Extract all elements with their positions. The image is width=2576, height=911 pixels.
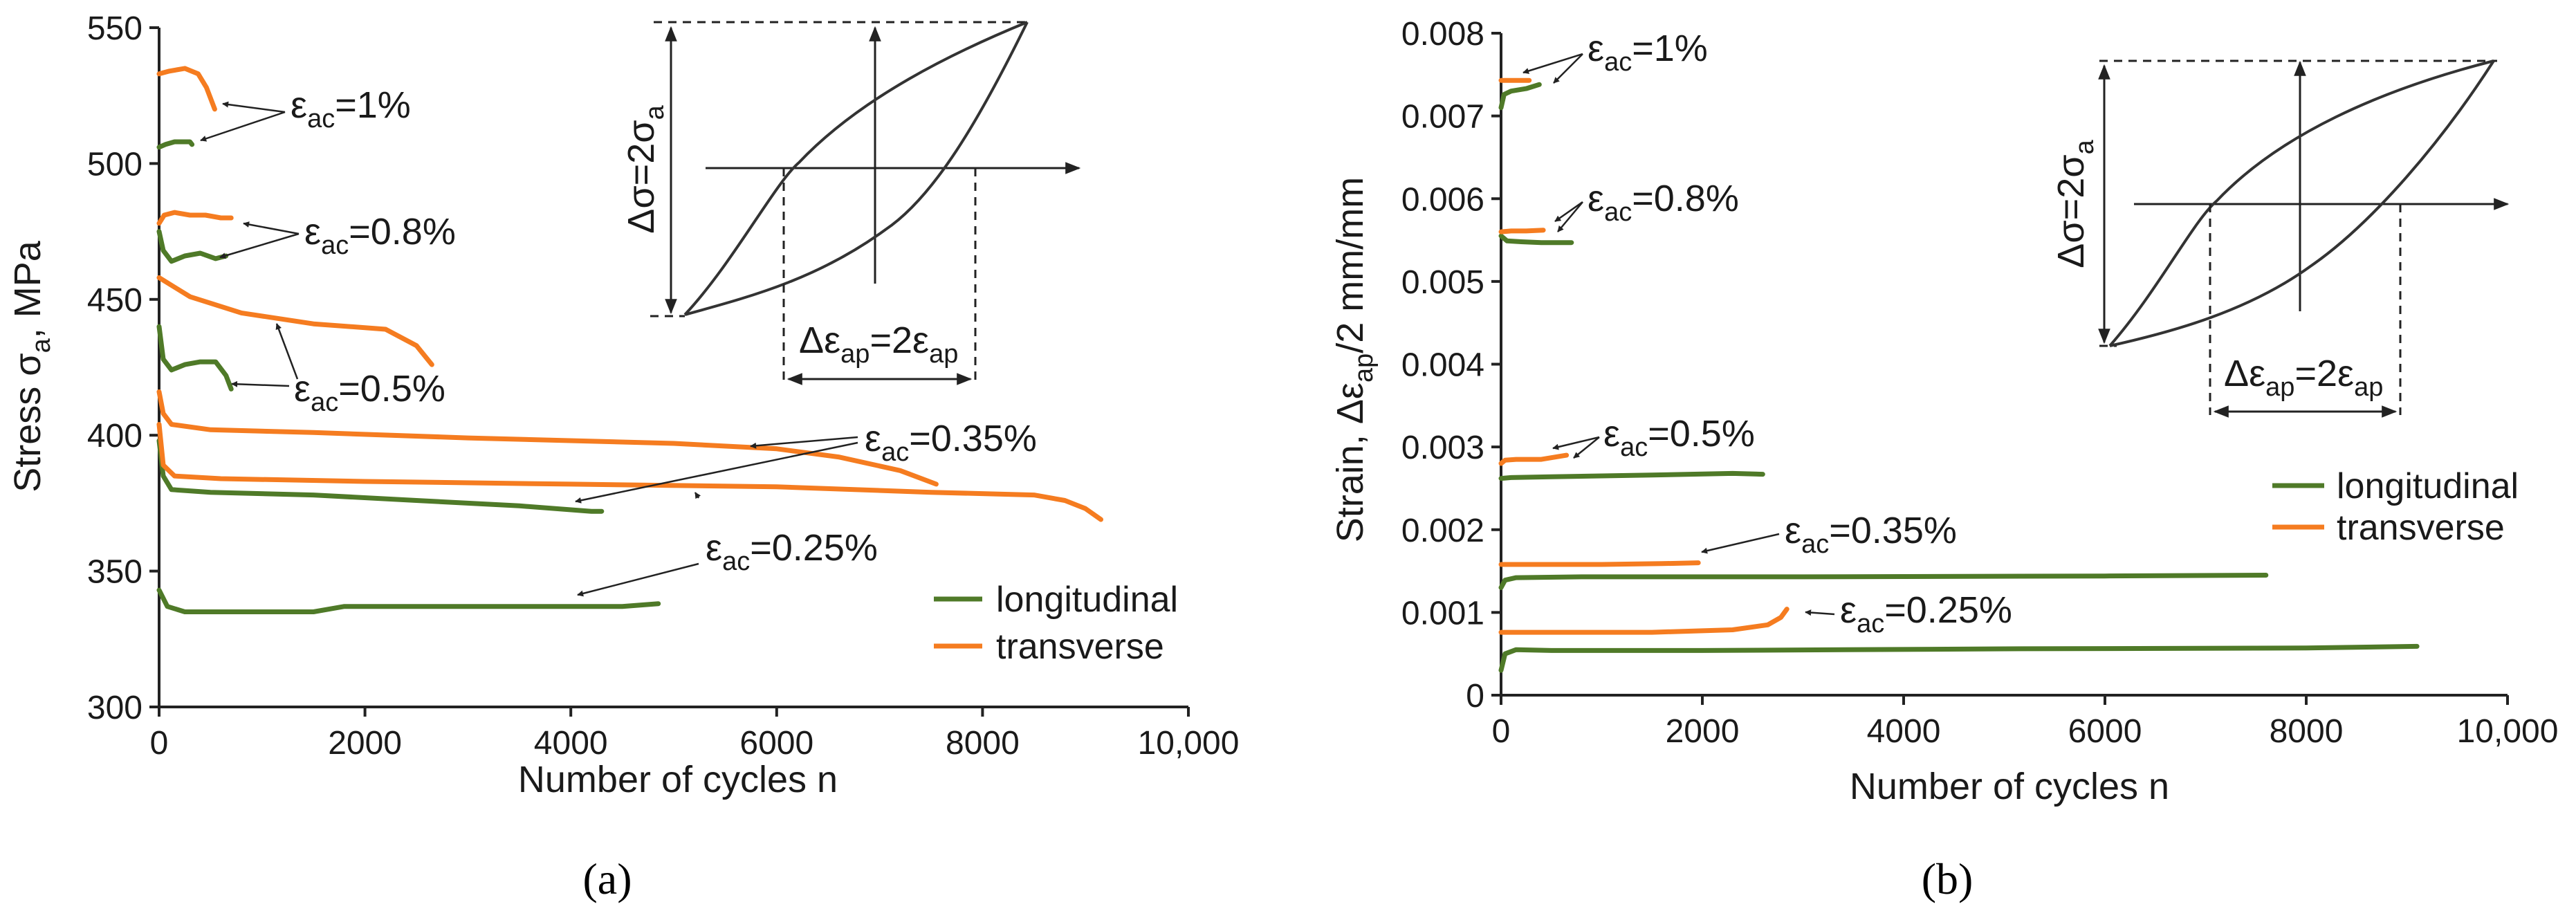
- panel-b-annotation-0.25pct: εac=0.25%: [1805, 589, 2012, 638]
- svg-text:εac=0.5%: εac=0.5%: [294, 368, 445, 417]
- panel-a-x-tick-label: 10,000: [1138, 725, 1240, 762]
- panel-a-annotation-0.25pct: εac=0.25%: [577, 492, 878, 597]
- panel-b-y-tick-label: 0.003: [1401, 430, 1484, 466]
- panel-a-series-transverse-3: [156, 210, 234, 226]
- panel-a-series-transverse-1: [156, 66, 217, 112]
- panel-a-annotation-0.8pct: εac=0.8%: [219, 211, 456, 260]
- panel-b-hysteresis-loop-lower: [2109, 59, 2495, 347]
- svg-text:εac=0.25%: εac=0.25%: [706, 527, 878, 576]
- panel-a-series-transverse-5: [156, 275, 434, 367]
- panel-a-y-tick-label: 550: [87, 10, 142, 47]
- panel-b-x-tick-label: 4000: [1867, 713, 1941, 750]
- panel-a-annotation-0.35pct: εac=0.35%: [575, 418, 1037, 504]
- panel-a-inset-strain-label: Δεap=2εap: [799, 320, 958, 369]
- panel-b-y-tick-label: 0.002: [1401, 513, 1484, 549]
- panel-b-legend-transverse-label: transverse: [2337, 508, 2505, 548]
- panel-a-x-tick-label: 4000: [534, 725, 608, 762]
- panel-b-y-tick-label: 0.008: [1401, 16, 1484, 53]
- panel-b-hysteresis-inset: Δσ=2σa Δεap=2εap: [2050, 59, 2510, 418]
- panel-a-y-tick-label: 450: [87, 282, 142, 319]
- panel-b-series-transverse-3: [1498, 228, 1546, 234]
- panel-b-x-tick-label: 10,000: [2457, 713, 2559, 750]
- panel-a-legend-transverse-label: transverse: [996, 627, 1164, 667]
- panel-a-y-axis-title: Stress σa, MPa: [7, 240, 56, 493]
- svg-text:εac=1%: εac=1%: [1588, 28, 1708, 77]
- panel-b-annotation-0.5pct: εac=0.5%: [1552, 413, 1755, 462]
- panel-a-y-tick-label: 300: [87, 690, 142, 726]
- panel-a-x-tick-label: 8000: [946, 725, 1020, 762]
- panel-a-annotation-0.5pct: εac=0.5%: [231, 323, 445, 417]
- panel-a-series-longitudinal-6: [156, 438, 605, 514]
- panel-b-inset-strain-label: Δεap=2εap: [2224, 353, 2383, 402]
- panel-a-y-tick-label: 350: [87, 554, 142, 591]
- panel-b-series-longitudinal-6: [1498, 573, 2269, 590]
- panel-b-series-longitudinal-4: [1498, 470, 1765, 481]
- panel-b-series-transverse-7: [1498, 560, 1701, 567]
- panel-b-x-tick-label: 2000: [1666, 713, 1740, 750]
- svg-text:εac=1%: εac=1%: [291, 84, 411, 134]
- panel-a-series-longitudinal-2: [156, 229, 229, 264]
- panel-b-y-tick-label: 0.007: [1401, 99, 1484, 136]
- panel-b-chart: 0 2000 4000 6000 8000 10,000 0 0.001 0.002 0.003 0…: [1330, 16, 2558, 903]
- panel-a-series-transverse-9: [156, 422, 1103, 522]
- panel-b-y-axis-title: Strain, Δεap/2 mm/mm: [1330, 177, 1379, 542]
- panel-a-series-longitudinal-0: [156, 139, 195, 150]
- panel-b-annotation-1pct: εac=1%: [1522, 28, 1708, 84]
- panel-a-x-tick-label: 2000: [328, 725, 402, 762]
- panel-a-series-longitudinal-8: [156, 587, 661, 614]
- panel-b-series-transverse-9: [1498, 607, 1790, 635]
- panel-a-hysteresis-loop-upper: [683, 21, 1028, 316]
- panel-b-annotation-0.8pct: εac=0.8%: [1554, 178, 1739, 232]
- panel-b-y-tick-label: 0.006: [1401, 181, 1484, 218]
- svg-text:εac=0.8%: εac=0.8%: [304, 211, 456, 260]
- panel-a-chart: 0 2000 4000 6000 8000 10,000 300 350 400 450 500 55…: [7, 10, 1239, 903]
- panel-b-series-longitudinal-8: [1498, 643, 2420, 673]
- svg-text:εac=0.5%: εac=0.5%: [1603, 413, 1755, 462]
- panel-b-y-tick-label: 0.001: [1401, 595, 1484, 632]
- svg-text:εac=0.25%: εac=0.25%: [1840, 589, 2012, 638]
- panel-b-hysteresis-loop-upper: [2108, 59, 2494, 347]
- panel-a-legend: longitudinal transverse: [934, 580, 1178, 667]
- panel-b-series-longitudinal-2: [1498, 233, 1574, 246]
- panel-b-x-axis-title: Number of cycles n: [1850, 766, 2169, 807]
- panel-a-annotation-1pct: εac=1%: [200, 84, 411, 142]
- panel-a-x-tick-label: 6000: [739, 725, 813, 762]
- panel-a-legend-longitudinal-label: longitudinal: [996, 580, 1178, 620]
- panel-b-inset-stress-label: Δσ=2σa: [2050, 139, 2099, 268]
- panel-a-inset-stress-label: Δσ=2σa: [620, 104, 670, 233]
- panel-b-series-transverse-5: [1498, 452, 1570, 466]
- svg-text:εac=0.35%: εac=0.35%: [865, 418, 1037, 467]
- svg-text:εac=0.8%: εac=0.8%: [1588, 178, 1739, 227]
- panel-b-caption: (b): [1922, 854, 1974, 903]
- panel-b-x-tick-label: 0: [1492, 713, 1511, 750]
- panel-b-annotation-0.35pct: εac=0.35%: [1701, 510, 1957, 559]
- panel-a-series-longitudinal-4: [156, 324, 234, 392]
- panel-b-legend-longitudinal-label: longitudinal: [2337, 466, 2519, 506]
- panel-a-hysteresis-inset: Δσ=2σa Δεap=2εap: [620, 21, 1081, 385]
- panel-a-x-tick-label: 0: [150, 725, 169, 762]
- panel-b-y-tick-label: 0.005: [1401, 264, 1484, 301]
- panel-b-legend: longitudinal transverse: [2272, 466, 2519, 548]
- panel-b-y-tick-label: 0: [1466, 678, 1484, 715]
- panel-a-caption: (a): [582, 854, 632, 903]
- panel-a-y-tick-label: 500: [87, 146, 142, 183]
- svg-text:εac=0.35%: εac=0.35%: [1785, 510, 1957, 559]
- panel-a-y-tick-label: 400: [87, 418, 142, 454]
- panel-a-x-axis-title: Number of cycles n: [518, 759, 838, 800]
- panel-a-hysteresis-loop-lower: [684, 21, 1029, 316]
- panel-a-series-transverse-7: [156, 389, 939, 487]
- panel-b-x-tick-label: 8000: [2270, 713, 2344, 750]
- panel-b-y-tick-label: 0.004: [1401, 347, 1484, 384]
- panel-b-x-tick-label: 6000: [2068, 713, 2142, 750]
- panel-b-series-longitudinal-0: [1498, 82, 1542, 111]
